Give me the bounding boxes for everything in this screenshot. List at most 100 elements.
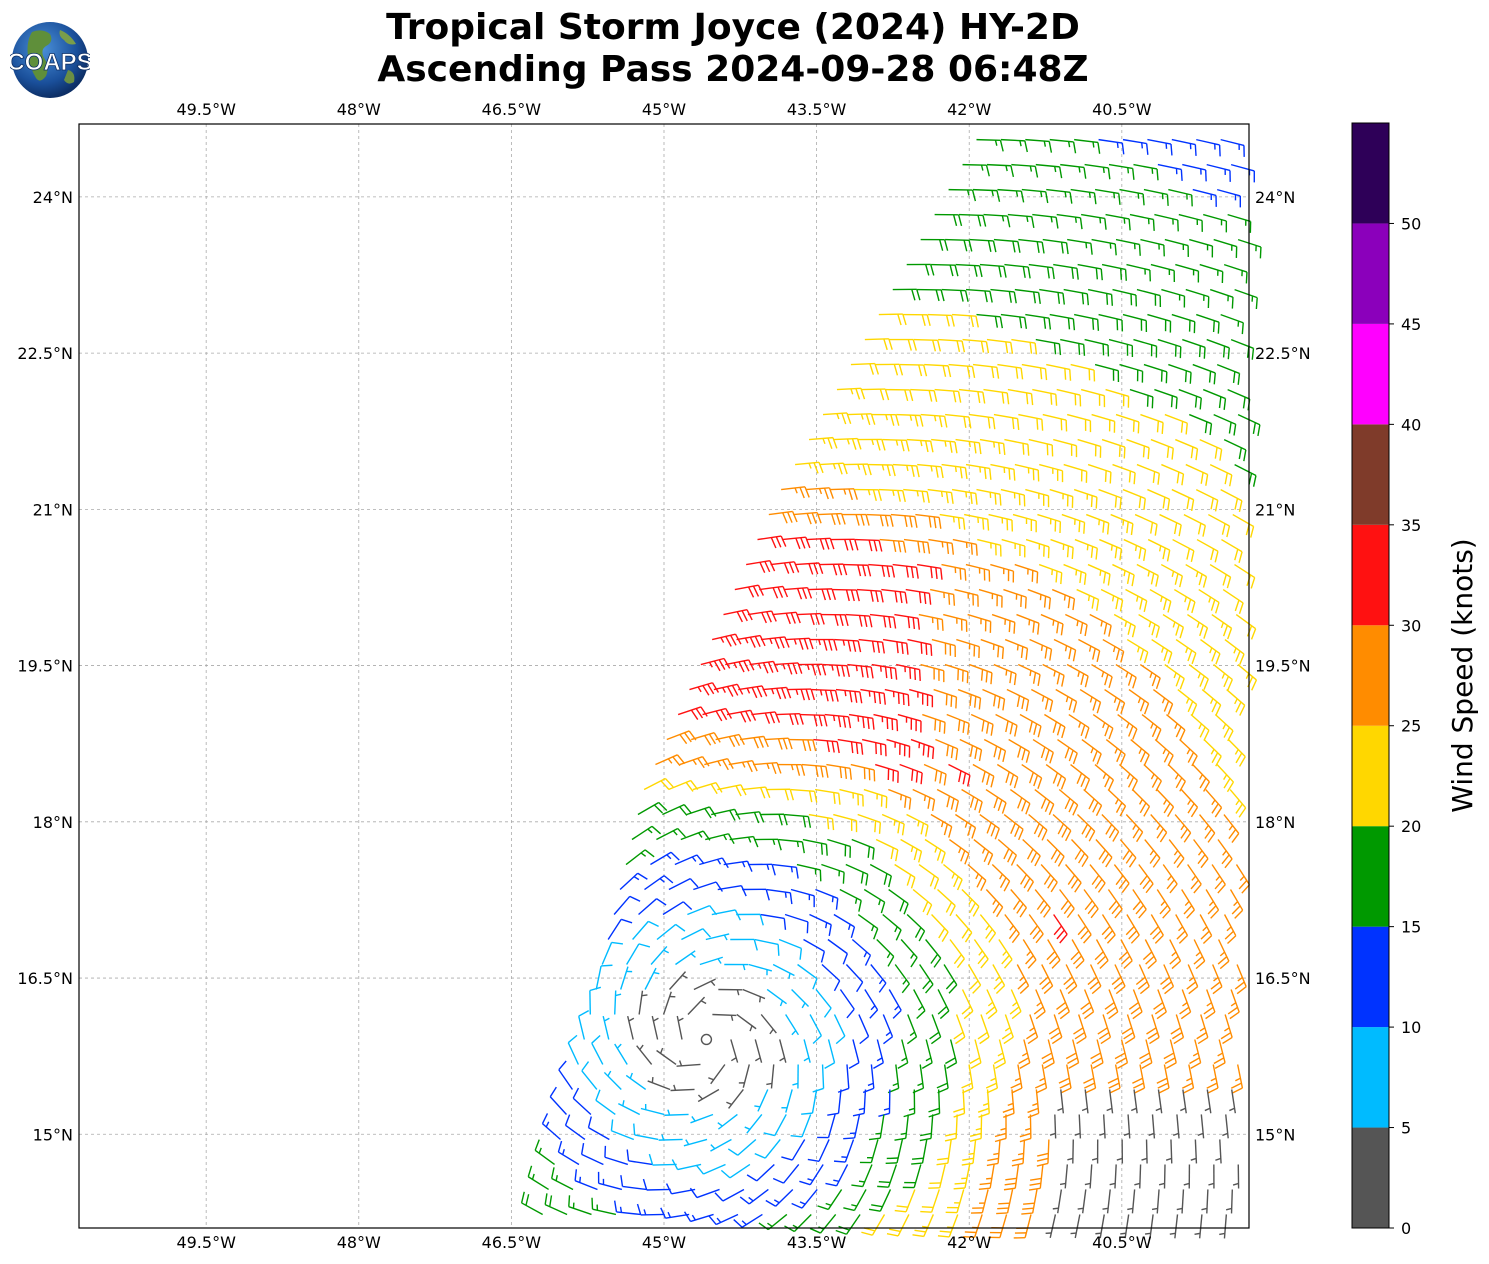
wind-barb <box>1172 1114 1180 1139</box>
wind-barb <box>711 633 742 647</box>
wind-barb <box>720 1163 751 1179</box>
wind-barb <box>894 863 916 889</box>
lat-tick-label-right: 16.5°N <box>1255 969 1311 988</box>
wind-barb <box>805 487 834 500</box>
wind-barb <box>1220 138 1245 157</box>
lat-tick-label-right: 15°N <box>1255 1125 1295 1144</box>
wind-barb <box>656 1047 677 1066</box>
wind-barb <box>790 1114 812 1138</box>
wind-barb <box>998 939 1013 969</box>
wind-barb <box>848 1039 860 1069</box>
wind-barb <box>1154 739 1174 766</box>
wind-barb <box>772 611 801 625</box>
wind-barb <box>906 813 929 837</box>
wind-barb <box>1009 788 1031 815</box>
wind-barb <box>784 913 809 934</box>
wind-barb <box>1000 138 1028 153</box>
wind-barb <box>626 1149 653 1166</box>
wind-barb <box>557 1140 580 1166</box>
wind-barb <box>1165 1139 1173 1164</box>
wind-barb <box>809 638 838 651</box>
wind-barb <box>1201 1189 1209 1214</box>
wind-barb <box>1021 763 1043 789</box>
wind-barb <box>798 663 827 676</box>
wind-barb <box>1097 1014 1112 1045</box>
wind-barb <box>1115 413 1140 434</box>
wind-barb <box>929 1014 942 1045</box>
wind-barb <box>912 1214 934 1238</box>
wind-barb <box>850 362 880 375</box>
wind-barb <box>843 1114 861 1140</box>
wind-barb <box>726 1089 744 1109</box>
wind-barb <box>643 777 674 791</box>
wind-barb <box>1112 288 1138 307</box>
wind-barb <box>1010 1064 1023 1094</box>
wind-barb <box>1083 1064 1097 1094</box>
wind-barb <box>797 963 818 990</box>
wind-barb <box>746 1163 775 1182</box>
wind-barb <box>1116 1139 1124 1164</box>
wind-barb <box>827 938 848 965</box>
wind-barb <box>1227 213 1252 233</box>
wind-barb <box>1039 288 1065 305</box>
wind-barb <box>1094 763 1115 791</box>
wind-barb <box>990 463 1016 481</box>
wind-barb <box>1146 1014 1160 1045</box>
wind-barb <box>1198 588 1220 614</box>
wind-barb <box>1108 338 1134 358</box>
wind-barb <box>1158 1164 1166 1189</box>
wind-barb <box>1018 238 1045 254</box>
wind-barb <box>847 413 876 426</box>
wind-barb <box>1105 213 1131 231</box>
wind-barb <box>1091 238 1117 256</box>
wind-barb <box>742 988 766 1003</box>
wind-barb <box>1153 989 1167 1020</box>
wind-barb <box>930 813 953 838</box>
wind-barb <box>670 1084 695 1092</box>
wind-barb <box>783 586 813 600</box>
wind-barb <box>1059 1164 1069 1189</box>
wind-barb <box>1135 964 1150 995</box>
wind-barb <box>781 1089 793 1113</box>
wind-barb <box>1028 263 1055 280</box>
wind-barb <box>1037 513 1062 534</box>
wind-barb <box>748 863 776 876</box>
colorbar-tick-label: 10 <box>1401 1018 1421 1037</box>
wind-barb <box>907 638 933 656</box>
wind-barb <box>1098 138 1125 155</box>
wind-barb <box>936 1139 952 1166</box>
wind-barb <box>888 989 902 1019</box>
wind-barb <box>857 913 879 940</box>
wind-barb <box>824 1039 836 1069</box>
wind-barb <box>970 1189 989 1214</box>
wind-barb <box>878 488 906 503</box>
wind-barb <box>730 938 758 951</box>
wind-barb <box>1041 1039 1055 1069</box>
wind-barb <box>1080 989 1095 1020</box>
wind-barb <box>969 1114 983 1142</box>
wind-barb <box>895 663 921 682</box>
wind-barb <box>724 963 749 971</box>
lon-tick-label-bottom: 45°W <box>642 1233 686 1252</box>
wind-barb <box>967 964 982 994</box>
wind-barb <box>931 638 956 658</box>
wind-barb <box>819 563 848 576</box>
wind-barb <box>824 713 852 729</box>
wind-barb <box>1001 538 1026 558</box>
wind-barb <box>803 1039 811 1063</box>
wind-barb <box>1220 1014 1233 1045</box>
wind-barb <box>1147 538 1171 562</box>
wind-barb <box>961 989 974 1020</box>
wind-barb <box>1021 1189 1038 1215</box>
colorbar-bin <box>1352 223 1389 324</box>
wind-barb <box>626 943 651 965</box>
lon-tick-label-top: 49.5°W <box>176 100 236 119</box>
wind-barb <box>1183 1164 1191 1189</box>
wind-barb <box>1133 338 1158 358</box>
wind-barb <box>931 263 959 277</box>
wind-barb <box>1111 964 1126 995</box>
wind-barb <box>1210 964 1223 995</box>
wind-barb <box>760 1014 777 1035</box>
lon-tick-label-top: 46.5°W <box>482 100 542 119</box>
lat-tick-label-right: 22.5°N <box>1255 344 1311 363</box>
